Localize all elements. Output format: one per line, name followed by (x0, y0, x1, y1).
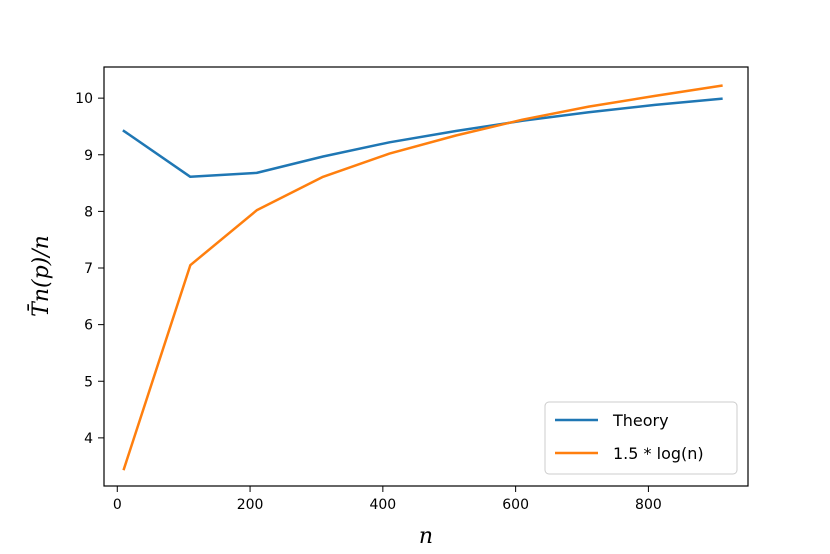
x-tick-label: 600 (502, 497, 529, 513)
series-line-theory (122, 97, 723, 179)
x-tick-label: 200 (237, 497, 264, 513)
y-tick-label: 6 (84, 318, 93, 334)
x-axis: 0 200 400 600 800 (113, 486, 662, 513)
plot-layer (122, 84, 723, 471)
axes-frame (103, 66, 749, 487)
legend: Theory 1.5 * log(n) (544, 401, 738, 475)
y-tick-label: 4 (84, 431, 93, 447)
legend-label-theory: Theory (612, 411, 669, 430)
x-tick-label: 400 (369, 497, 396, 513)
y-axis-label: T̄n(p)/n (27, 235, 54, 317)
legend-label-log: 1.5 * log(n) (613, 444, 704, 463)
x-axis-label: n (419, 524, 433, 549)
x-tick-label: 0 (113, 497, 122, 513)
y-tick-label: 8 (84, 204, 93, 220)
series-line-log (122, 84, 723, 471)
x-tick-label: 800 (635, 497, 662, 513)
y-tick-label: 5 (84, 374, 93, 390)
y-tick-label: 10 (75, 91, 93, 107)
y-axis: 4 5 6 7 8 9 10 (75, 91, 104, 447)
y-tick-label: 9 (84, 148, 93, 164)
y-tick-label: 7 (84, 261, 93, 277)
